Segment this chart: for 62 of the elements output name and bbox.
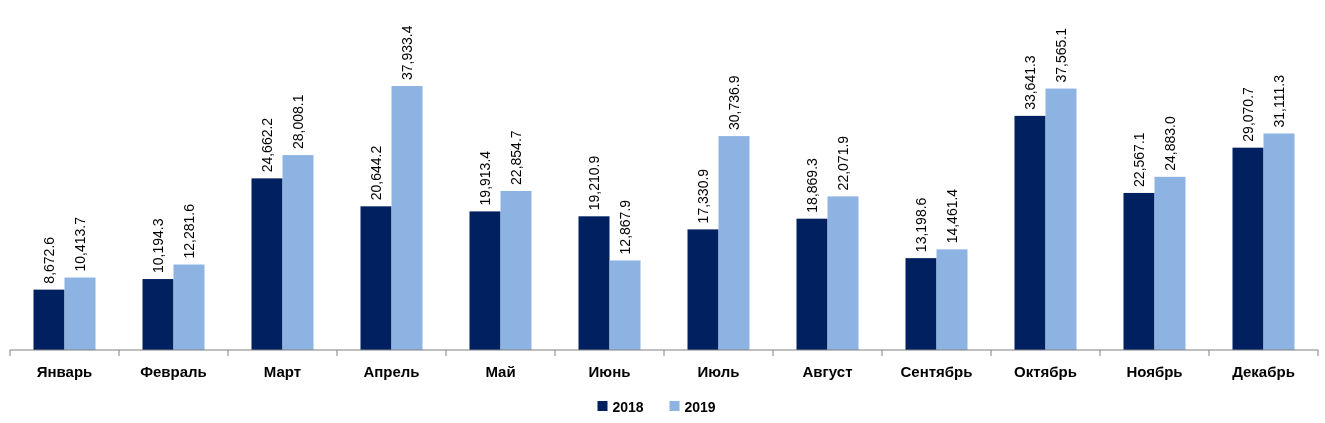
x-tick-label: Сентябрь xyxy=(900,363,973,380)
data-label: 22,567.1 xyxy=(1131,132,1147,187)
bar xyxy=(609,260,641,350)
bar xyxy=(718,136,750,350)
bar xyxy=(282,155,314,350)
data-label: 24,883.0 xyxy=(1162,116,1178,171)
data-label: 30,736.9 xyxy=(726,75,742,131)
bar xyxy=(905,258,937,350)
bar xyxy=(500,190,532,350)
data-label: 14,461.4 xyxy=(944,188,960,244)
x-tick-label: Ноябрь xyxy=(1126,363,1183,380)
x-tick-label: Июль xyxy=(697,363,740,380)
bar xyxy=(360,206,392,350)
data-label: 31,111.3 xyxy=(1271,74,1287,128)
data-label: 28,008.1 xyxy=(290,94,306,150)
data-label: 19,210.9 xyxy=(586,155,602,211)
data-label: 17,330.9 xyxy=(695,168,711,224)
bar xyxy=(1232,147,1264,350)
x-tick-label: Июнь xyxy=(588,363,631,380)
bar xyxy=(796,218,828,350)
bar xyxy=(33,289,65,350)
data-label: 29,070.7 xyxy=(1240,86,1256,142)
bar xyxy=(578,216,610,350)
legend-label: 2018 xyxy=(612,399,644,415)
bar xyxy=(142,279,174,350)
data-label: 37,565.1 xyxy=(1053,27,1069,83)
bar xyxy=(827,196,859,350)
x-tick-label: Апрель xyxy=(363,363,420,380)
bar xyxy=(1014,115,1046,350)
bar xyxy=(1154,176,1186,350)
x-tick-label: Март xyxy=(263,363,302,380)
data-label: 19,913.4 xyxy=(477,150,493,206)
x-tick-label: Май xyxy=(485,363,516,380)
bar xyxy=(687,229,719,350)
x-tick-label: Октябрь xyxy=(1014,363,1077,380)
data-label: 22,071.9 xyxy=(835,135,851,191)
data-label: 22,854.7 xyxy=(508,130,524,185)
data-label: 12,867.9 xyxy=(617,199,633,255)
bar xyxy=(173,264,205,350)
bar xyxy=(469,211,501,350)
data-label: 10,194.3 xyxy=(150,218,166,274)
bar xyxy=(936,249,968,350)
bar xyxy=(1123,192,1155,350)
x-tick-label: Январь xyxy=(36,363,93,380)
data-label: 12,281.6 xyxy=(181,203,197,259)
data-label: 8,672.6 xyxy=(41,236,57,284)
bar xyxy=(1045,88,1077,350)
x-tick-label: Август xyxy=(802,363,853,380)
x-tick-label: Декабрь xyxy=(1232,363,1295,380)
legend-label: 2019 xyxy=(684,399,716,415)
bar xyxy=(391,86,423,350)
data-label: 37,933.4 xyxy=(399,25,415,80)
data-label: 20,644.2 xyxy=(368,145,384,201)
data-label: 33,641.3 xyxy=(1022,55,1038,110)
bar xyxy=(251,178,283,350)
data-label: 18,869.3 xyxy=(804,157,820,213)
data-label: 13,198.6 xyxy=(913,197,929,253)
x-tick-label: Февраль xyxy=(140,363,207,380)
data-label: 10,413.7 xyxy=(72,216,88,272)
data-label: 24,662.2 xyxy=(259,117,275,173)
bar xyxy=(64,277,96,350)
bar xyxy=(1263,133,1295,350)
